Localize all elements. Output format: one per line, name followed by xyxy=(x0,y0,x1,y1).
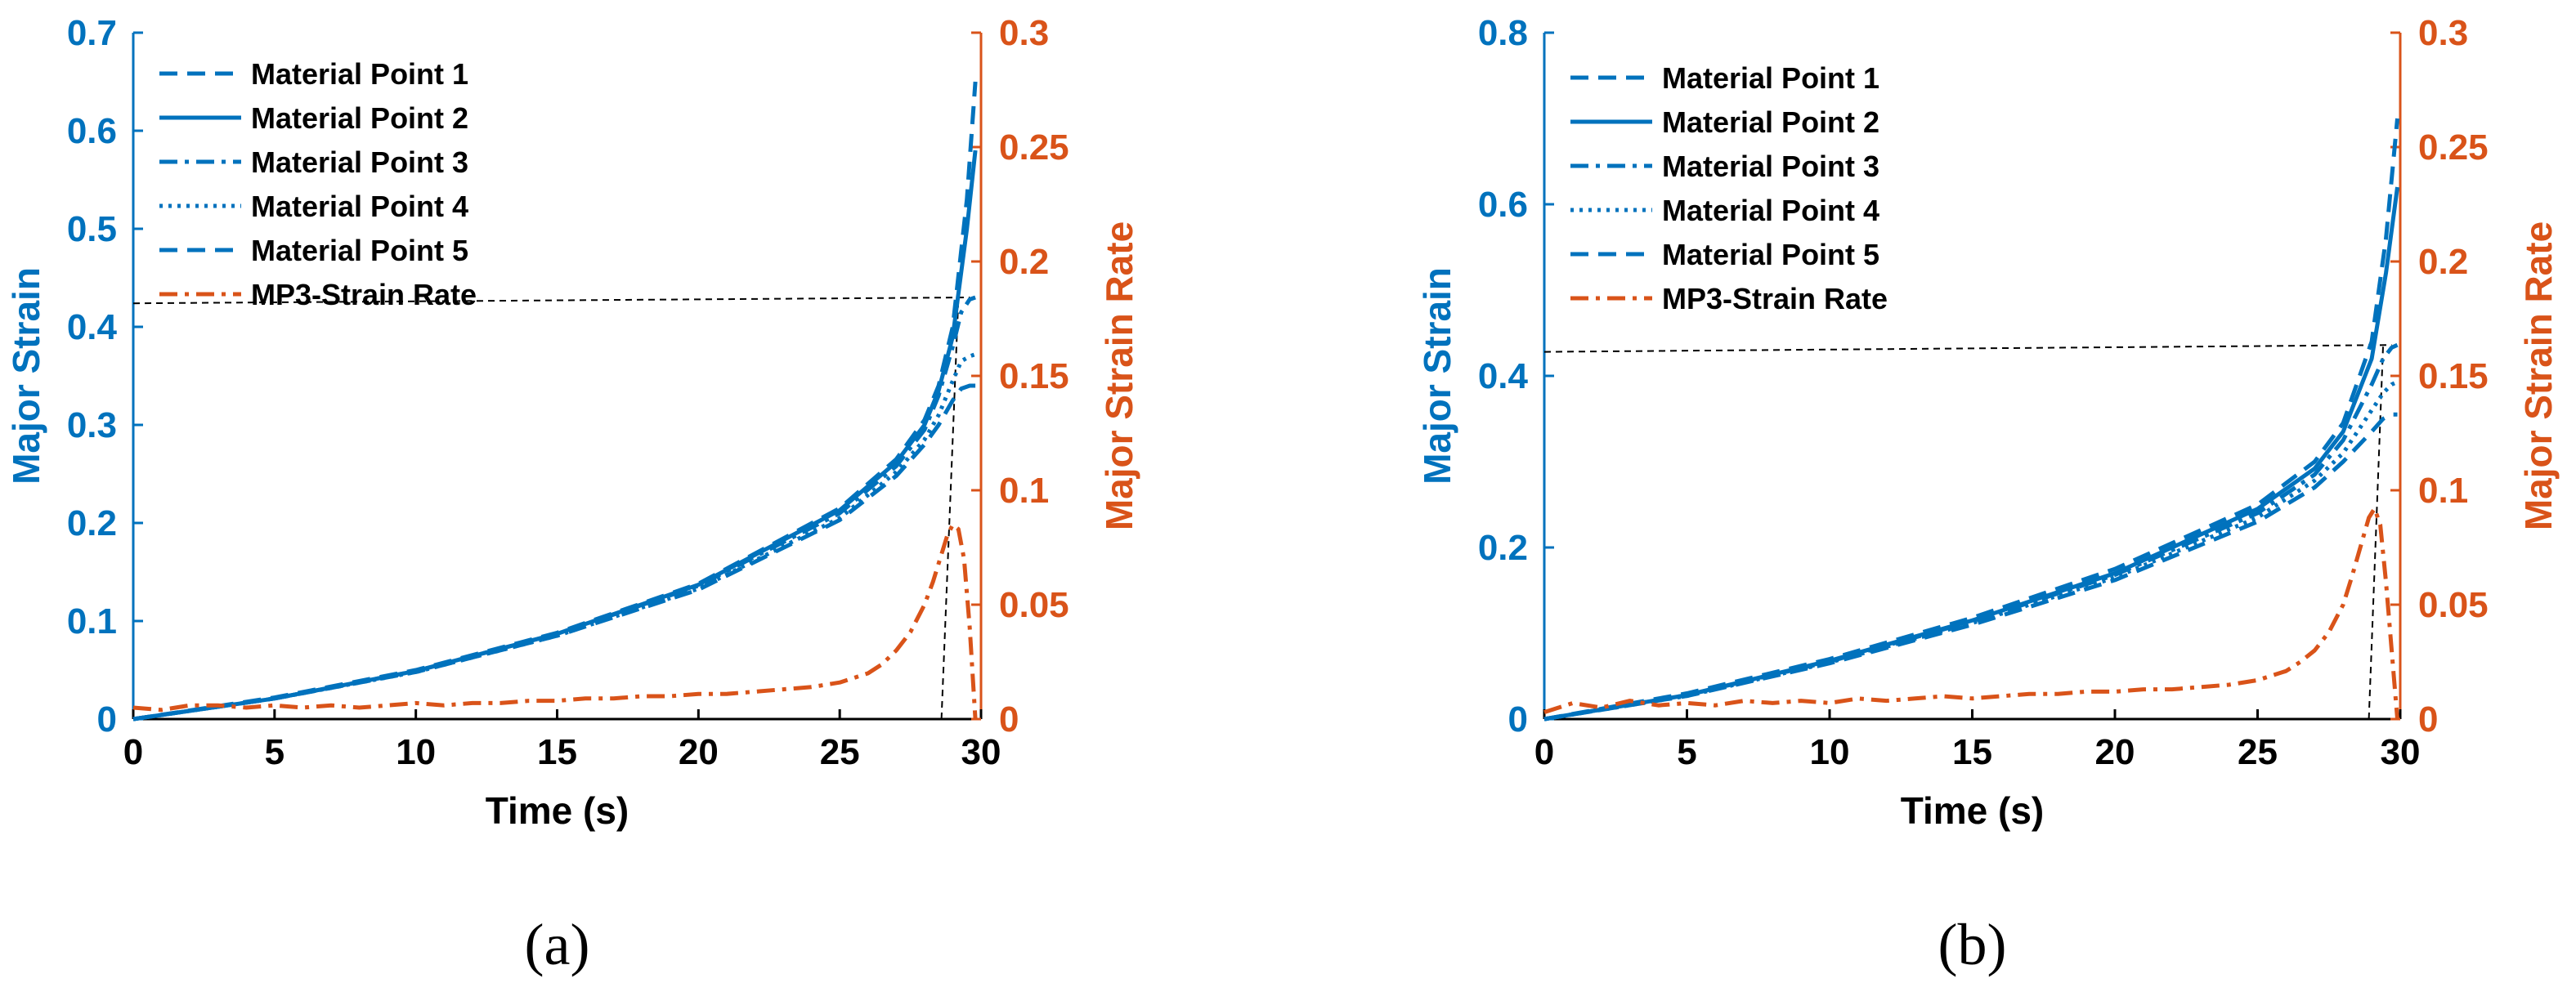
panel-label: (b) xyxy=(1938,912,2007,977)
series-line-2 xyxy=(1543,186,2399,722)
x-axis-label: Time (s) xyxy=(1901,789,2045,832)
legend-label-5: Material Point 5 xyxy=(251,234,468,267)
y-axis-left-label: Major Strain xyxy=(5,267,47,485)
y-left-tick-label: 0.6 xyxy=(1478,185,1528,225)
y-left-tick-label: 0.6 xyxy=(67,111,117,151)
x-tick-label: 30 xyxy=(961,732,1001,772)
series-line-5 xyxy=(132,383,976,722)
y-right-tick-label: 0.2 xyxy=(999,242,1049,282)
y-axis-left-label: Major Strain xyxy=(1416,267,1458,485)
y-right-tick-label: 0.25 xyxy=(2418,127,2489,168)
y-left-tick-label: 0.2 xyxy=(67,503,117,543)
y-left-tick-label: 0.4 xyxy=(1478,356,1529,396)
x-tick-label: 10 xyxy=(396,732,436,772)
series-line-3 xyxy=(132,295,976,722)
x-axis-label: Time (s) xyxy=(486,789,629,832)
y-right-tick-label: 0.05 xyxy=(2418,585,2489,625)
y-axis-right-label: Major Strain Rate xyxy=(1098,221,1140,530)
y-right-tick-label: 0.1 xyxy=(999,471,1049,511)
y-left-tick-label: 0 xyxy=(97,699,117,740)
legend-label-3: Material Point 3 xyxy=(251,145,468,179)
y-left-tick-label: 0.5 xyxy=(67,209,117,249)
x-tick-label: 20 xyxy=(679,732,719,772)
legend-label-6: MP3-Strain Rate xyxy=(251,278,477,311)
series-line-1 xyxy=(1543,118,2399,722)
y-right-tick-label: 0.15 xyxy=(999,356,1069,396)
series-line-4 xyxy=(132,352,976,722)
y-left-tick-label: 0.2 xyxy=(1478,528,1528,568)
y-right-tick-label: 0.25 xyxy=(999,127,1069,168)
y-left-tick-label: 0.4 xyxy=(67,307,118,347)
series-line-4 xyxy=(1543,380,2399,722)
y-left-tick-label: 0 xyxy=(1508,699,1528,740)
legend-label-1: Material Point 1 xyxy=(251,57,468,91)
x-tick-label: 25 xyxy=(820,732,860,772)
chart-svg-b: 0 5 10 15 20 25 3000.20.40.60.800.050.10.150.2… xyxy=(1416,13,2560,977)
y-right-tick-label: 0 xyxy=(999,699,1019,740)
y-axis-right-label: Major Strain Rate xyxy=(2517,221,2560,530)
y-left-tick-label: 0.3 xyxy=(67,405,117,445)
legend-label-6: MP3-Strain Rate xyxy=(1662,282,1888,315)
x-tick-label: 20 xyxy=(2095,732,2135,772)
legend-label-5: Material Point 5 xyxy=(1662,238,1879,271)
y-right-tick-label: 0.1 xyxy=(2418,471,2468,511)
series-line-3 xyxy=(1543,342,2399,722)
x-tick-label: 25 xyxy=(2238,732,2278,772)
y-right-tick-label: 0.3 xyxy=(999,13,1049,53)
guide-line xyxy=(940,297,960,720)
y-left-tick-label: 0.8 xyxy=(1478,13,1528,53)
series-line-6 xyxy=(132,522,978,720)
chart-panel-a: 0 5 10 15 20 25 30 0 0.1 0.2 0.3 0.4 0.5 0.6 0.7 0 0.05 0… xyxy=(5,13,1140,977)
x-tick-label: 15 xyxy=(537,732,577,772)
x-tick-label: 30 xyxy=(2381,732,2421,772)
series-line-5 xyxy=(1543,412,2398,722)
legend-label-4: Material Point 4 xyxy=(251,190,468,223)
x-tick-label: 5 xyxy=(265,732,284,772)
legend-label-3: Material Point 3 xyxy=(1662,150,1879,183)
y-right-tick-label: 0.3 xyxy=(2418,13,2468,53)
x-tick-label: 0 xyxy=(123,732,143,772)
guide-line xyxy=(1543,344,2392,353)
x-tick-label: 0 xyxy=(1534,732,1554,772)
y-left-tick-label: 0.7 xyxy=(67,13,117,53)
y-right-tick-label: 0.15 xyxy=(2418,356,2489,396)
series-line-6 xyxy=(1543,506,2400,720)
x-tick-label: 10 xyxy=(1810,732,1850,772)
guide-line xyxy=(2368,345,2385,720)
legend-label-2: Material Point 2 xyxy=(251,101,468,135)
legend-label-1: Material Point 1 xyxy=(1662,61,1879,95)
chart-svg-a: 0 5 10 15 20 25 3000.10.20.30.40.50.60.700.050… xyxy=(5,13,1140,977)
legend-label-2: Material Point 2 xyxy=(1662,105,1879,139)
x-tick-label: 5 xyxy=(1677,732,1696,772)
y-left-tick-label: 0.1 xyxy=(67,601,117,641)
panel-label: (a) xyxy=(525,912,590,977)
guide-line xyxy=(132,297,970,305)
y-right-tick-label: 0.2 xyxy=(2418,242,2468,282)
x-tick-label: 15 xyxy=(1952,732,1992,772)
chart-panel-b: 0 5 10 15 20 25 30 0 0.2 0.4 0.6 0.8 0 0.05 0.1 0.15 0.2… xyxy=(1288,0,2576,992)
y-right-tick-label: 0 xyxy=(2418,699,2438,740)
legend-label-4: Material Point 4 xyxy=(1662,194,1879,227)
y-right-tick-label: 0.05 xyxy=(999,585,1069,625)
